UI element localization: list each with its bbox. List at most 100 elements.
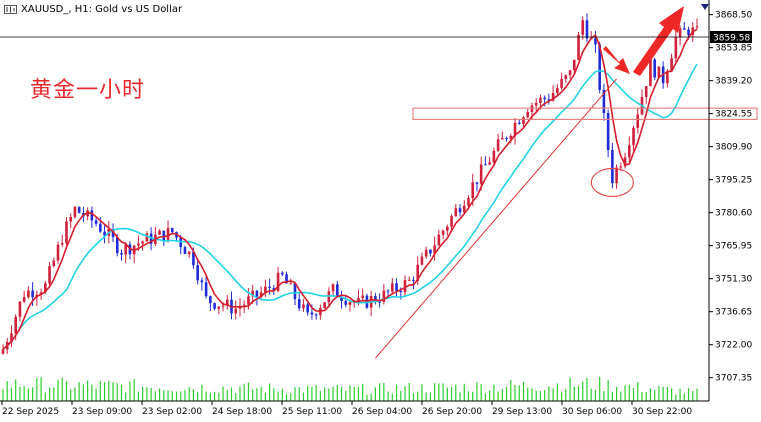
candle-body [534,102,538,106]
candle-body [653,59,656,78]
candle-body [48,266,51,284]
candle-body [556,87,559,93]
candle-body [606,112,610,151]
x-tick-label: 26 Sep 04:00 [352,407,412,417]
candle-body [10,333,13,342]
candle-body [395,283,398,291]
candle-body [285,274,288,284]
slow-moving-average-line [2,63,698,350]
x-tick-label: 23 Sep 09:00 [72,407,132,417]
candle-body [115,237,119,254]
up-arrow-icon [633,6,684,76]
candle-body [551,92,555,101]
candle-body [348,302,352,305]
candle-body [297,299,301,309]
candle-body [657,66,661,78]
candle-body [467,197,470,206]
x-tick-label: 24 Sep 18:00 [212,407,272,417]
candle-body [509,136,513,139]
x-tick-label: 26 Sep 20:00 [422,407,482,417]
candle-body [145,233,149,242]
y-tick-label: 3722.00 [715,341,752,351]
current-price-label: 3859.58 [713,34,750,44]
candle-body [526,111,530,118]
candle-body [492,150,496,163]
candle-body [670,58,673,72]
candle-body [336,284,339,298]
candle-body [314,314,318,316]
candle-body [581,20,585,35]
candle-body [649,59,652,87]
candle-body [695,26,699,28]
candle-body [242,304,246,307]
candle-body [420,256,424,265]
candle-body [475,182,479,184]
y-tick-label: 3751.30 [715,275,752,285]
candle-body [31,290,34,298]
y-tick-label: 3853.85 [715,44,752,54]
forecast-arrows [603,6,684,76]
candle-body [94,220,98,224]
candle-body [149,233,153,244]
candle-body [247,296,250,305]
candle-body [454,208,458,217]
x-tick-label: 30 Sep 06:00 [562,407,622,417]
support-zone-box [412,107,758,120]
y-tick-label: 3868.50 [715,11,752,21]
down-arrow-icon [603,46,630,74]
candle-body [357,298,360,303]
candle-body [361,295,364,299]
candle-body [141,241,144,244]
candle-body [585,20,589,39]
candle-body [323,302,326,309]
candle-body [598,44,601,90]
candle-body [386,290,390,292]
candle-body [568,70,572,76]
candle-body [340,297,343,301]
candle-body [687,29,690,36]
candle-body [99,223,102,232]
candle-body [18,301,22,317]
chart-type-icon[interactable] [4,5,17,14]
candle-body [623,157,627,167]
candle-body [192,251,195,266]
candle-body [479,164,483,184]
candle-body [327,291,331,303]
candle-body [572,59,576,71]
swing-low-circle [590,167,634,198]
candle-body [200,280,204,283]
x-tick-label: 30 Sep 22:00 [632,407,692,417]
candle-body [496,139,500,151]
candle-body [547,99,551,101]
candle-body [484,164,487,166]
candle-body [251,290,254,297]
candle-body [60,243,64,245]
candle-body [1,349,5,354]
candle-body [293,283,297,300]
candle-body [602,89,606,113]
x-tick-label: 25 Sep 11:00 [282,407,342,417]
candle-body [65,221,68,244]
candle-body [166,228,170,242]
candle-body [196,265,199,281]
y-tick-label: 3707.35 [715,374,752,384]
candle-body [111,229,115,238]
candle-body [255,290,259,297]
candle-body [450,216,453,227]
candle-body [22,297,26,302]
x-tick-label: 22 Sep 2025 [2,407,59,417]
candle-body [158,230,161,235]
candle-body [27,290,30,298]
candle-body [522,117,525,124]
candle-body [433,245,436,254]
candle-body [69,216,73,222]
candle-body [416,264,420,281]
x-tick-label: 23 Sep 02:00 [142,407,202,417]
candle-body [462,205,466,213]
scroll-marker-icon[interactable] [701,4,709,10]
candle-body [77,207,81,213]
annotation-text: 黄金一小时 [30,78,146,103]
y-tick-label: 3809.90 [715,143,752,153]
candle-body [577,34,580,60]
